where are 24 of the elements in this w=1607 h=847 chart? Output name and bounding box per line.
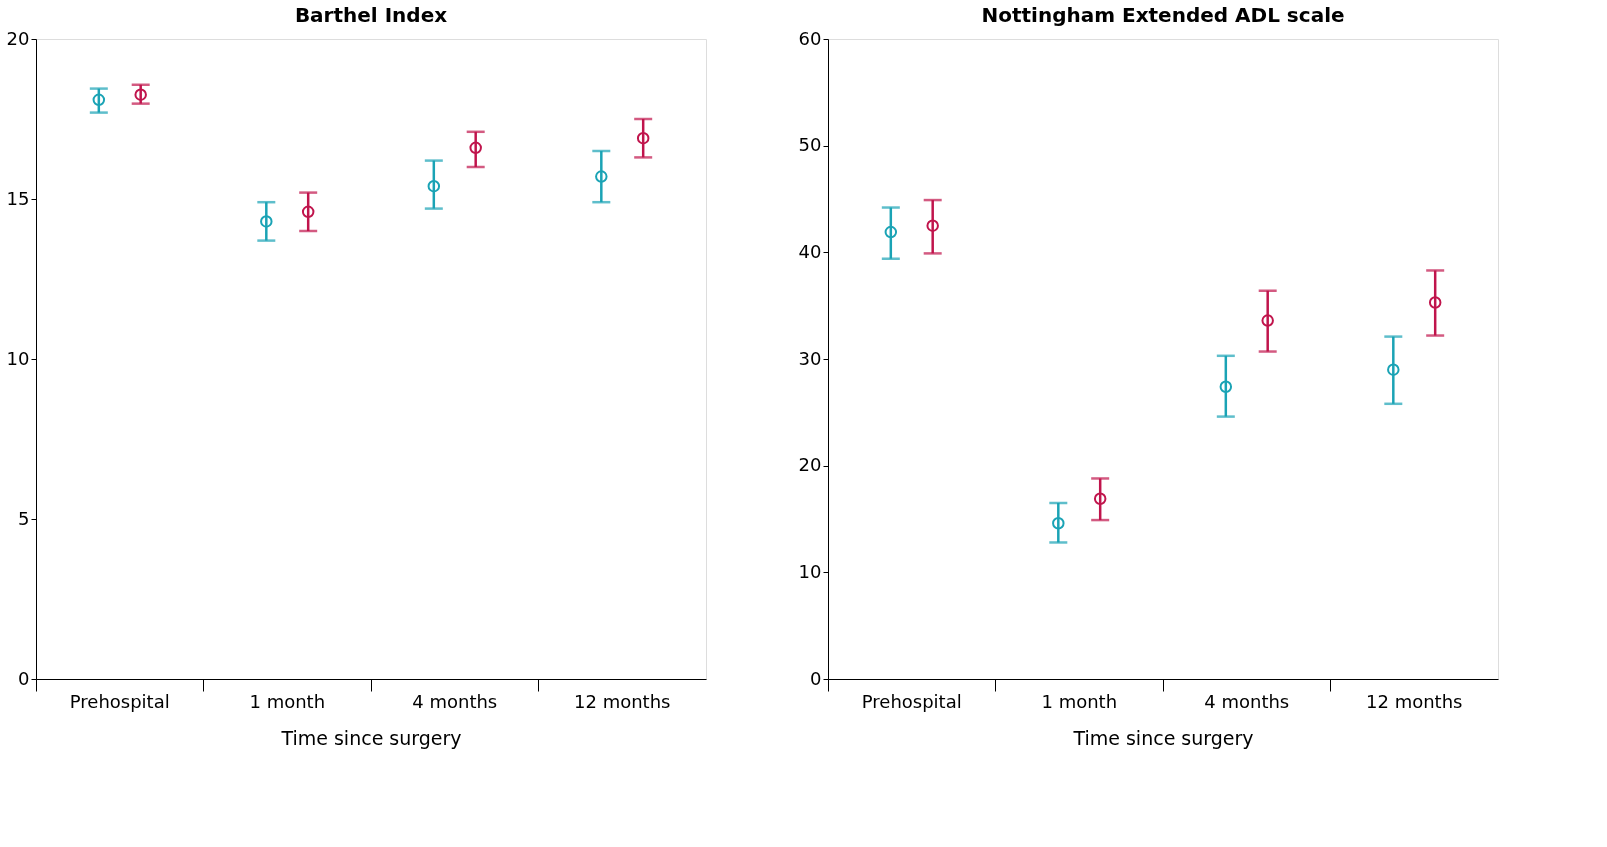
y-tick-label: 20 bbox=[6, 27, 30, 49]
x-axis-title: Time since surgery bbox=[1072, 726, 1254, 749]
x-axis-title: Time since surgery bbox=[280, 726, 462, 749]
y-tick-label: 60 bbox=[798, 27, 822, 49]
x-tick-label: 1 month bbox=[1041, 690, 1118, 712]
y-tick-label: 50 bbox=[798, 134, 822, 156]
y-tick-label: 15 bbox=[6, 187, 30, 209]
x-tick-label: 4 months bbox=[1204, 690, 1290, 712]
x-tick-label: 1 month bbox=[249, 690, 326, 712]
chart-title: Nottingham Extended ADL scale bbox=[981, 3, 1345, 27]
y-tick-label: 5 bbox=[18, 507, 30, 529]
y-tick-label: 0 bbox=[18, 667, 30, 689]
x-tick-label: 4 months bbox=[412, 690, 498, 712]
y-tick-label: 40 bbox=[798, 240, 822, 262]
chart-title: Barthel Index bbox=[294, 3, 448, 27]
y-tick-label: 20 bbox=[798, 454, 822, 476]
x-tick-label: Prehospital bbox=[861, 690, 962, 712]
y-tick-label: 0 bbox=[810, 667, 822, 689]
x-tick-label: Prehospital bbox=[69, 690, 170, 712]
y-tick-label: 10 bbox=[798, 560, 822, 582]
x-tick-label: 12 months bbox=[574, 690, 671, 712]
y-tick-label: 10 bbox=[6, 347, 30, 369]
y-tick-label: 30 bbox=[798, 347, 822, 369]
x-tick-label: 12 months bbox=[1366, 690, 1463, 712]
